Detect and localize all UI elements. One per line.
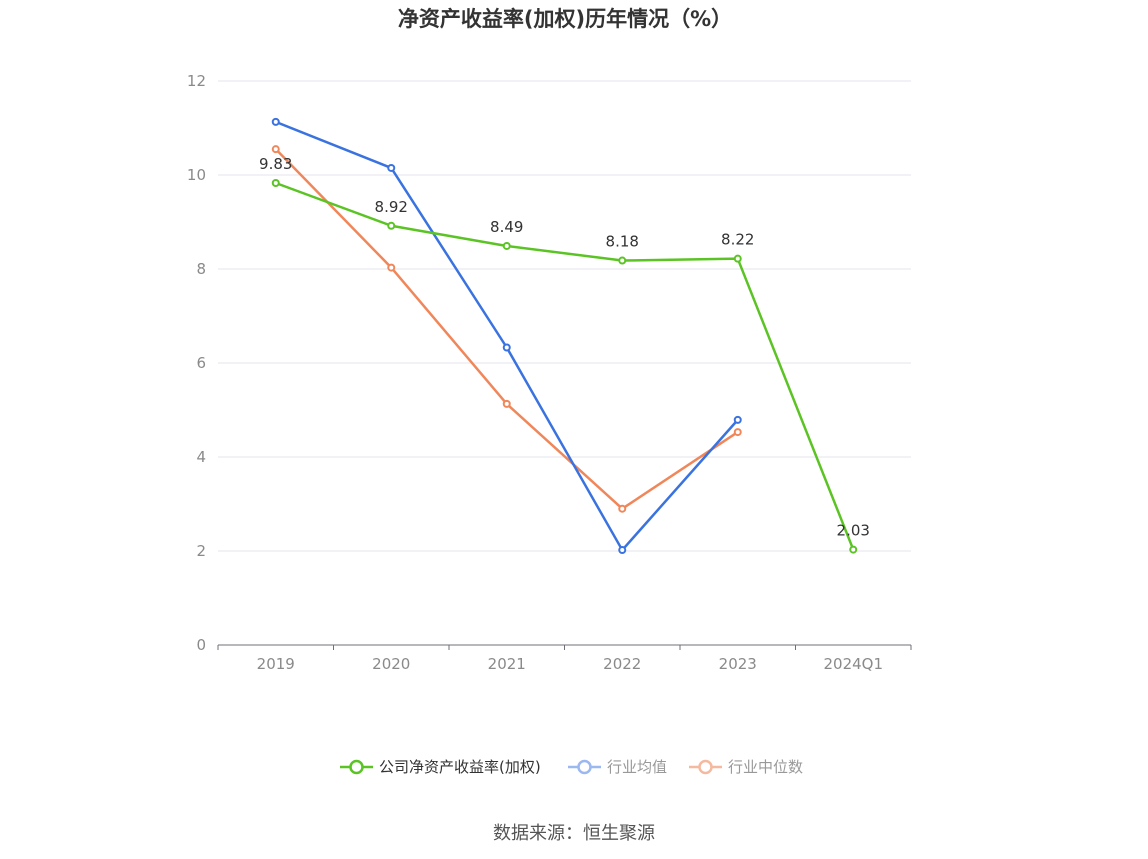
- data-point[interactable]: [618, 504, 627, 513]
- legend-marker: [349, 759, 364, 775]
- legend-item[interactable]: 行业均值: [568, 758, 667, 776]
- x-axis: 2019 2020 2021 2022 2023 2024Q1: [217, 644, 912, 673]
- y-axis: 0 2 4 6 8 10 12: [187, 72, 206, 654]
- data-label: 8.18: [606, 233, 639, 251]
- data-label: 9.83: [259, 155, 292, 173]
- x-tick-label: 2021: [488, 655, 526, 673]
- data-point[interactable]: [733, 254, 742, 263]
- y-tick-label: 10: [187, 166, 206, 184]
- legend-label: 行业均值: [607, 758, 667, 776]
- data-point[interactable]: [618, 256, 627, 265]
- data-point[interactable]: [733, 428, 742, 437]
- y-tick-label: 12: [187, 72, 206, 90]
- source-note: 数据来源：恒生聚源: [493, 823, 655, 844]
- legend-marker: [577, 759, 592, 775]
- data-labels: 9.83 8.92 8.49 8.18 8.22 2.03: [259, 155, 870, 540]
- data-point[interactable]: [502, 343, 511, 352]
- data-point[interactable]: [733, 415, 742, 424]
- legend-label: 公司净资产收益率(加权): [379, 758, 541, 776]
- legend-item[interactable]: 公司净资产收益率(加权): [340, 758, 541, 776]
- chart-title: 净资产收益率(加权)历年情况（%）: [398, 7, 732, 31]
- grid-lines: [218, 80, 911, 552]
- legend-item[interactable]: 行业中位数: [689, 758, 803, 776]
- data-point[interactable]: [271, 117, 280, 126]
- x-tick-label: 2023: [719, 655, 757, 673]
- x-tick-label: 2022: [603, 655, 641, 673]
- data-point[interactable]: [502, 241, 511, 250]
- y-tick-label: 6: [196, 354, 206, 372]
- y-tick-label: 0: [196, 636, 206, 654]
- data-label: 2.03: [837, 522, 870, 540]
- data-point[interactable]: [387, 263, 396, 272]
- series-line: [274, 148, 739, 510]
- data-label: 8.49: [490, 218, 523, 236]
- x-tick-label: 2020: [372, 655, 410, 673]
- data-point[interactable]: [618, 546, 627, 555]
- y-tick-label: 8: [196, 260, 206, 278]
- data-label: 8.22: [721, 231, 754, 249]
- data-point[interactable]: [849, 545, 858, 554]
- data-point[interactable]: [271, 145, 280, 154]
- data-point[interactable]: [387, 221, 396, 230]
- series-line: [275, 181, 855, 551]
- x-tick-label: 2024Q1: [823, 655, 883, 673]
- data-point[interactable]: [271, 178, 280, 187]
- data-point[interactable]: [387, 163, 396, 172]
- legend-label: 行业中位数: [728, 758, 803, 776]
- legend-marker: [698, 759, 713, 775]
- y-tick-label: 2: [196, 542, 206, 560]
- legend[interactable]: 公司净资产收益率(加权) 行业均值 行业中位数: [340, 758, 803, 776]
- x-tick-label: 2019: [257, 655, 295, 673]
- data-point[interactable]: [502, 399, 511, 408]
- series-line: [275, 120, 739, 552]
- data-label: 8.92: [375, 198, 408, 216]
- y-tick-label: 4: [196, 448, 206, 466]
- series-group: [271, 117, 858, 555]
